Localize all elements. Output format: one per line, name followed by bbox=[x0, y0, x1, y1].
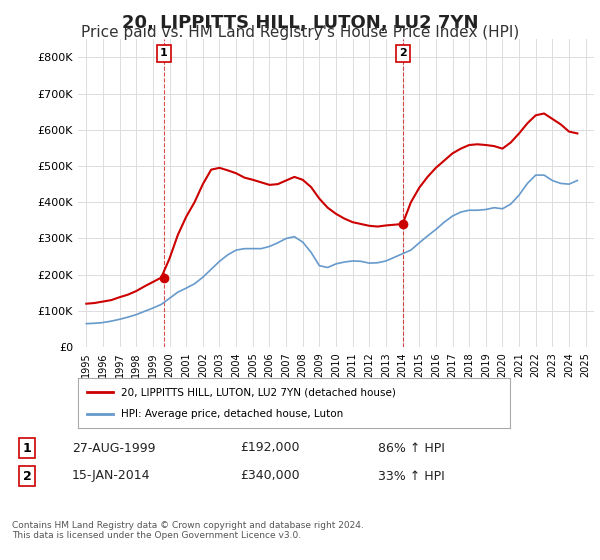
Text: Price paid vs. HM Land Registry's House Price Index (HPI): Price paid vs. HM Land Registry's House … bbox=[81, 25, 519, 40]
Text: Contains HM Land Registry data © Crown copyright and database right 2024.
This d: Contains HM Land Registry data © Crown c… bbox=[12, 521, 364, 540]
Text: 2: 2 bbox=[400, 49, 407, 58]
Text: 2: 2 bbox=[23, 469, 31, 483]
Text: 20, LIPPITTS HILL, LUTON, LU2 7YN: 20, LIPPITTS HILL, LUTON, LU2 7YN bbox=[122, 14, 478, 32]
Text: 1: 1 bbox=[23, 441, 31, 455]
Text: 33% ↑ HPI: 33% ↑ HPI bbox=[378, 469, 445, 483]
Text: 1: 1 bbox=[160, 49, 167, 58]
Text: 20, LIPPITTS HILL, LUTON, LU2 7YN (detached house): 20, LIPPITTS HILL, LUTON, LU2 7YN (detac… bbox=[121, 387, 396, 397]
Text: 15-JAN-2014: 15-JAN-2014 bbox=[72, 469, 151, 483]
Text: 27-AUG-1999: 27-AUG-1999 bbox=[72, 441, 155, 455]
Text: HPI: Average price, detached house, Luton: HPI: Average price, detached house, Luto… bbox=[121, 409, 343, 419]
Text: £192,000: £192,000 bbox=[240, 441, 299, 455]
Text: 86% ↑ HPI: 86% ↑ HPI bbox=[378, 441, 445, 455]
Text: £340,000: £340,000 bbox=[240, 469, 299, 483]
